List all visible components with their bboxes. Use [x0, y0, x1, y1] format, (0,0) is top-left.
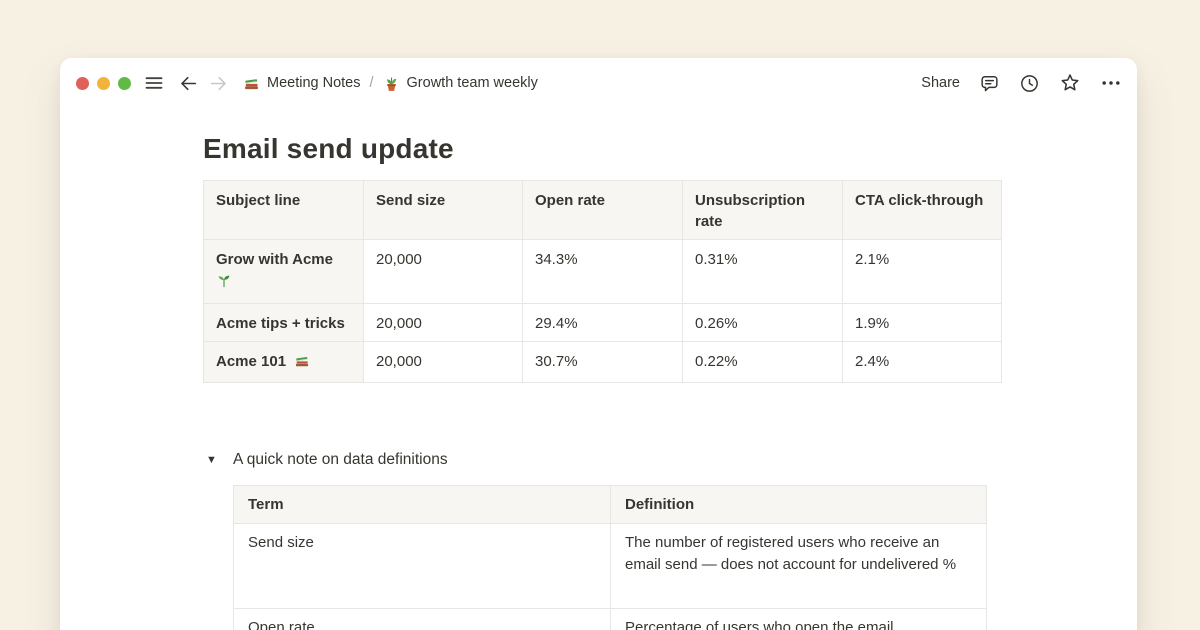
table-row: Open rate Percentage of users who open t… [233, 608, 987, 630]
zoom-button[interactable] [118, 76, 131, 90]
unsubscription-rate-cell[interactable]: 0.22% [682, 341, 843, 383]
header-cell-send-size[interactable]: Send size [363, 180, 523, 240]
definition-cell[interactable]: The number of registered users who recei… [610, 523, 987, 609]
history-button[interactable] [1019, 73, 1040, 94]
open-rate-cell[interactable]: 34.3% [522, 239, 683, 304]
potted-plant-emoji [386, 76, 396, 91]
toolbar-actions: Share [921, 72, 1122, 94]
more-button[interactable] [1100, 72, 1122, 94]
toggle-triangle-icon[interactable]: ▼ [206, 454, 217, 466]
table-row: Acme tips + tricks 20,000 29.4% 0.26% 1.… [203, 303, 1002, 342]
unsubscription-rate-cell[interactable]: 0.26% [682, 303, 843, 342]
table-row: Acme 101 20,000 30.7% 0.2 [203, 341, 1002, 383]
traffic-lights [76, 76, 131, 90]
toggle-block: ▼ A quick note on data definitions [203, 451, 1137, 469]
header-cell-unsubscription-rate[interactable]: Unsubscription rate [682, 180, 843, 240]
hamburger-icon [145, 77, 163, 89]
share-button[interactable]: Share [921, 75, 960, 91]
favorite-button[interactable] [1059, 72, 1081, 94]
back-button[interactable] [178, 73, 199, 94]
notion-window: Meeting Notes / Growth team weekly Share [60, 58, 1137, 630]
header-cell-subject-line[interactable]: Subject line [203, 180, 364, 240]
star-icon [1061, 74, 1079, 91]
open-rate-cell[interactable]: 30.7% [522, 341, 683, 383]
comment-icon [981, 75, 998, 91]
cta-click-through-cell[interactable]: 2.4% [842, 341, 1002, 383]
toolbar: Meeting Notes / Growth team weekly Share [60, 58, 1137, 108]
subject-cell[interactable]: Grow with Acme [203, 239, 364, 304]
cell-text: Acme 101 [216, 353, 287, 370]
header-cell-open-rate[interactable]: Open rate [522, 180, 683, 240]
term-cell[interactable]: Send size [233, 523, 611, 609]
cta-click-through-cell[interactable]: 2.1% [842, 239, 1002, 304]
email-table-header-row: Subject line Send size Open rate Unsubsc… [203, 180, 1002, 240]
definitions-table: Term Definition Send size The number of … [233, 485, 987, 630]
subject-cell[interactable]: Acme tips + tricks [203, 303, 364, 342]
table-row: Send size The number of registered users… [233, 523, 987, 609]
header-cell-term[interactable]: Term [233, 485, 611, 524]
subject-cell[interactable]: Acme 101 [203, 341, 364, 383]
breadcrumb-item-growth-team-weekly[interactable]: Growth team weekly [383, 75, 538, 92]
term-cell[interactable]: Open rate [233, 608, 611, 630]
cell-text: Grow with Acme [216, 251, 333, 268]
header-cell-definition[interactable]: Definition [610, 485, 987, 524]
unsubscription-rate-cell[interactable]: 0.31% [682, 239, 843, 304]
clock-icon [1021, 74, 1038, 92]
comments-button[interactable] [979, 73, 1000, 94]
breadcrumb-label: Growth team weekly [406, 75, 538, 91]
breadcrumb-item-meeting-notes[interactable]: Meeting Notes [243, 75, 361, 92]
table-row: Grow with Acme 20,000 34.3% 0.31% 2.1% [203, 239, 1002, 304]
page-title[interactable]: Email send update [203, 133, 454, 164]
open-rate-cell[interactable]: 29.4% [522, 303, 683, 342]
back-arrow-icon [181, 76, 197, 90]
seedling-emoji [216, 273, 351, 290]
cta-click-through-cell[interactable]: 1.9% [842, 303, 1002, 342]
sidebar-toggle-button[interactable] [144, 73, 164, 93]
books-emoji [294, 353, 310, 375]
send-size-cell[interactable]: 20,000 [363, 341, 523, 383]
email-table: Subject line Send size Open rate Unsubsc… [203, 180, 1002, 383]
forward-button[interactable] [208, 73, 229, 94]
books-emoji [245, 78, 258, 89]
definitions-header-row: Term Definition [233, 485, 987, 524]
header-cell-cta-click-through[interactable]: CTA click-through [842, 180, 1002, 240]
breadcrumb: Meeting Notes / Growth team weekly [243, 75, 538, 92]
send-size-cell[interactable]: 20,000 [363, 239, 523, 304]
ellipsis-icon [1102, 81, 1120, 85]
forward-arrow-icon [210, 76, 226, 90]
close-button[interactable] [76, 76, 89, 90]
send-size-cell[interactable]: 20,000 [363, 303, 523, 342]
breadcrumb-label: Meeting Notes [267, 75, 361, 91]
definition-cell[interactable]: Percentage of users who open the email [610, 608, 987, 630]
page-content: Email send update Subject line Send size… [60, 108, 1137, 630]
toggle-label[interactable]: A quick note on data definitions [233, 451, 448, 468]
minimize-button[interactable] [97, 76, 110, 90]
breadcrumb-separator: / [369, 75, 374, 91]
